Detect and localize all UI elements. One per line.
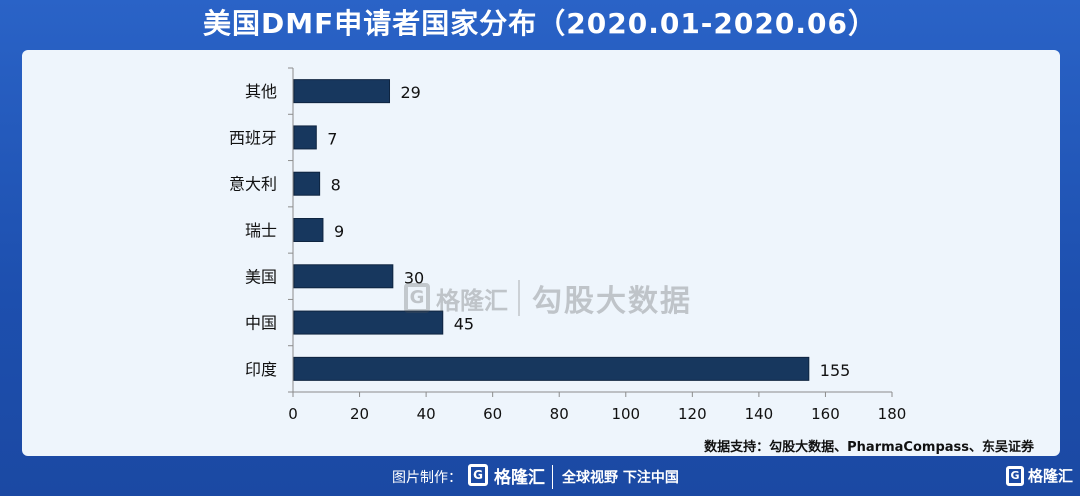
x-tick-label: 20 — [350, 405, 369, 423]
x-tick-label: 160 — [811, 405, 840, 423]
x-tick-label: 120 — [678, 405, 707, 423]
category-label: 其他 — [245, 82, 277, 101]
bar — [293, 171, 321, 196]
data-label: 9 — [334, 222, 344, 241]
chart-panel: 0 20 40 60 80 100 120 140 160 180 其他 29 西班牙 7 意大利 8 瑞士 9 美… — [22, 50, 1060, 456]
x-tick-label: 180 — [878, 405, 907, 423]
data-label: 8 — [331, 176, 341, 195]
gelonghui-logo-icon: G — [404, 283, 430, 313]
bar-chart: 0 20 40 60 80 100 120 140 160 180 其他 29 西班牙 7 意大利 8 瑞士 9 美… — [229, 67, 907, 423]
data-source: 数据支持：勾股大数据、PharmaCompass、东吴证券 — [704, 440, 1034, 455]
footer-brand: 格隆汇 — [494, 468, 545, 488]
category-label: 西班牙 — [229, 128, 277, 147]
category-label: 瑞士 — [245, 221, 277, 240]
footer-credit: 图片制作： — [392, 470, 462, 486]
category-label: 美国 — [245, 267, 277, 286]
bar — [293, 218, 324, 242]
category-label: 印度 — [245, 360, 277, 379]
x-tick-label: 100 — [611, 405, 640, 423]
bar — [293, 79, 391, 104]
data-label: 155 — [820, 361, 851, 380]
footer-logo-icon: G — [468, 464, 488, 486]
watermark-tagline: 勾股大数据 — [532, 284, 692, 319]
data-label: 45 — [454, 315, 474, 334]
bar — [293, 310, 444, 335]
watermark-brand: 格隆汇 — [436, 286, 508, 315]
bar — [293, 264, 394, 289]
x-tick-label: 60 — [483, 405, 502, 423]
bar — [293, 356, 810, 381]
category-label: 意大利 — [229, 175, 277, 194]
corner-logo-icon: G — [1006, 466, 1024, 486]
data-label: 29 — [401, 83, 421, 102]
x-tick-label: 140 — [745, 405, 774, 423]
data-label: 30 — [404, 268, 424, 287]
footer-divider — [552, 465, 553, 489]
x-tick-label: 0 — [288, 405, 298, 423]
bar — [293, 125, 317, 150]
footer-slogan: 全球视野 下注中国 — [562, 470, 679, 486]
x-tick-label: 80 — [550, 405, 569, 423]
corner-brand: 格隆汇 — [1028, 467, 1074, 485]
x-tick-label: 40 — [417, 405, 436, 423]
category-label: 中国 — [245, 314, 277, 333]
footer: 图片制作： G 格隆汇 全球视野 下注中国 G 格隆汇 — [0, 458, 1080, 496]
watermark: G 格隆汇 勾股大数据 — [404, 276, 692, 320]
page-title: 美国DMF申请者国家分布（2020.01-2020.06） — [203, 7, 877, 40]
watermark-divider — [518, 280, 520, 316]
data-label: 7 — [327, 129, 337, 148]
